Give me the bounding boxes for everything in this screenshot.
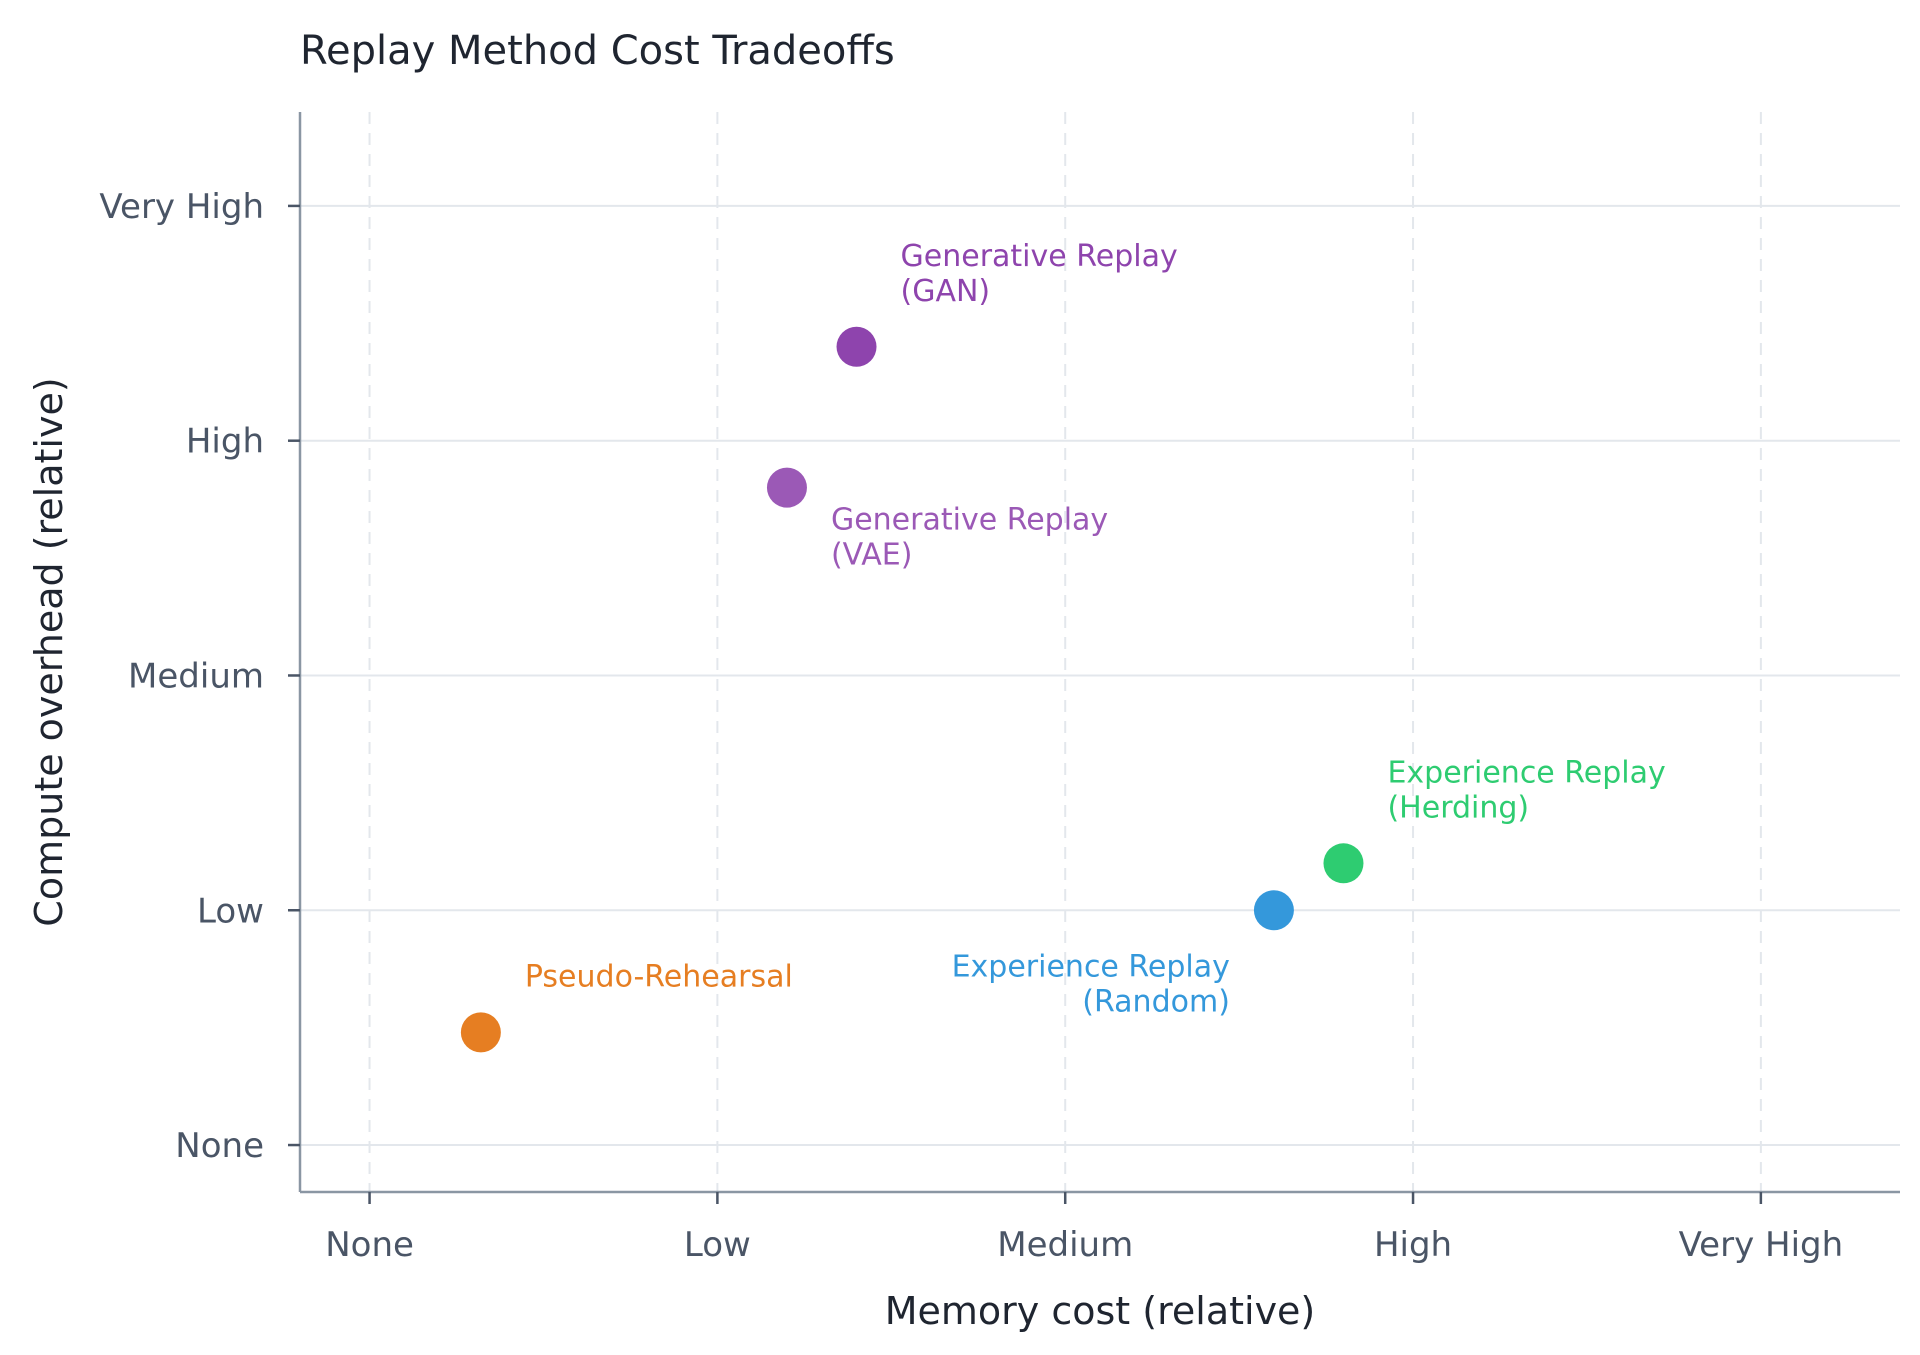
y-tick-label: Medium xyxy=(128,656,264,696)
data-point-label: Experience Replay (Herding) xyxy=(1387,755,1665,825)
data-points xyxy=(460,326,1364,1053)
data-point-label: Pseudo-Rehearsal xyxy=(525,959,793,994)
y-axis-ticks: None Low Medium High Very High xyxy=(99,187,300,1166)
data-point-label: Generative Replay (VAE) xyxy=(831,503,1108,573)
y-tick-label: High xyxy=(186,422,264,462)
chart-title: Replay Method Cost Tradeoffs xyxy=(300,28,895,74)
x-tick-label: Very High xyxy=(1679,1225,1844,1265)
x-tick-label: None xyxy=(325,1225,414,1265)
data-point xyxy=(1323,843,1364,884)
x-tick-label: Low xyxy=(684,1225,751,1265)
x-axis-ticks: None Low Medium High Very High xyxy=(325,1192,1843,1265)
y-tick-label: None xyxy=(175,1126,264,1166)
data-point xyxy=(766,467,807,508)
data-point-label: Experience Replay (Random) xyxy=(952,949,1230,1019)
y-tick-label: Low xyxy=(197,891,264,931)
data-point xyxy=(1253,890,1294,931)
grid xyxy=(300,112,1900,1192)
x-tick-label: High xyxy=(1374,1225,1452,1265)
y-axis-title: Compute overhead (relative) xyxy=(27,377,71,926)
y-tick-label: Very High xyxy=(99,187,264,227)
data-point-labels: Generative Replay (GAN) Generative Replay(… xyxy=(525,239,1666,1019)
x-tick-label: Medium xyxy=(997,1225,1133,1265)
data-point-label: Generative Replay (GAN) xyxy=(901,239,1178,309)
data-point xyxy=(836,326,877,367)
data-point xyxy=(460,1012,501,1053)
axes xyxy=(298,112,1900,1194)
x-axis-title: Memory cost (relative) xyxy=(885,1289,1316,1333)
